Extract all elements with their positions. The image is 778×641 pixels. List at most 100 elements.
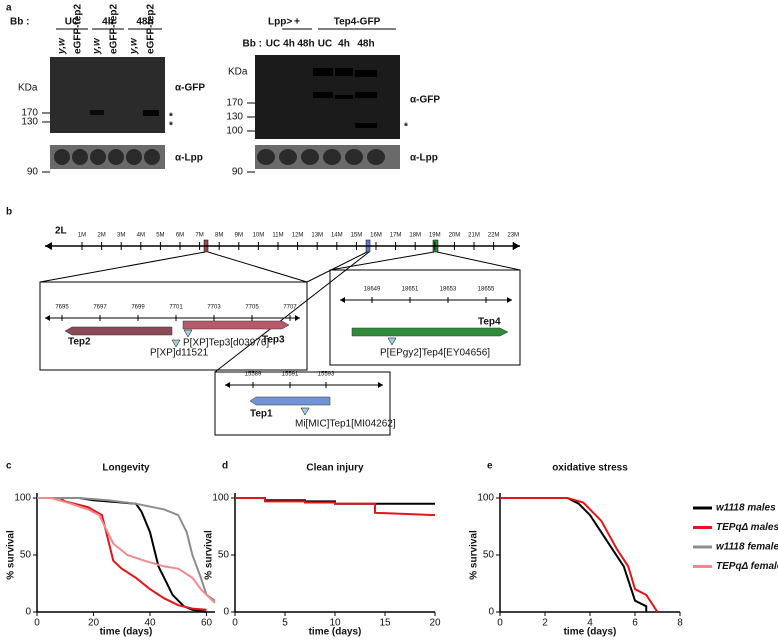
- legend-label: w1118 males: [716, 503, 776, 514]
- map-tick-label: 16M: [370, 233, 382, 239]
- x-tick-label: 5: [282, 618, 288, 629]
- map-tick-label: 13M: [311, 233, 323, 239]
- map-tick-label: 6M: [176, 233, 184, 239]
- star: *: [169, 112, 173, 123]
- mini-tick-label: 18655: [478, 287, 495, 293]
- axes: [499, 493, 680, 613]
- map-tick-label: 23M: [507, 233, 519, 239]
- map-tick-label: 3M: [117, 233, 125, 239]
- panel-label: a: [6, 3, 12, 14]
- x-tick-label: 60: [201, 618, 213, 629]
- y-axis-label: % survival: [469, 530, 480, 580]
- y-tick-label: 100: [212, 493, 229, 504]
- mini-tick-label: 7707: [283, 305, 297, 311]
- kda-label: KDa: [228, 67, 248, 78]
- panel-label: e: [487, 461, 493, 472]
- gene-label: Tep1: [250, 409, 273, 420]
- map-tick-label: 8M: [215, 233, 223, 239]
- lane-label: UC: [266, 39, 280, 50]
- mini-tick-label: 7705: [245, 305, 259, 311]
- x-tick-label: 0: [34, 618, 40, 629]
- map-tick-label: 11M: [272, 233, 283, 239]
- survival-line: [500, 497, 659, 613]
- survival-line: [37, 497, 216, 604]
- y-tick-label: 50: [20, 550, 32, 561]
- lane-label: 48h: [297, 39, 314, 50]
- antibody-label: α-Lpp: [410, 153, 438, 164]
- x-tick-label: 2: [542, 618, 548, 629]
- insertion-label: P[XP]d11521: [150, 348, 209, 359]
- genotype-label: Lpp>: [268, 17, 292, 28]
- insertion-label: P[XP]Tep3[d03976]: [183, 338, 269, 349]
- map-tick-label: 15M: [351, 233, 363, 239]
- bb-label: Bb :: [10, 17, 29, 28]
- map-tick-label: 12M: [292, 233, 304, 239]
- blots: [42, 28, 400, 173]
- mini-tick-label: 18653: [440, 287, 457, 293]
- map-tick-label: 2M: [97, 233, 105, 239]
- blot-gfp-left: [50, 57, 165, 133]
- y-tick-label: 50: [483, 550, 495, 561]
- x-tick-label: 0: [497, 618, 503, 629]
- survival-line: [235, 497, 436, 517]
- x-tick-label: 20: [88, 618, 100, 629]
- map-tick-label: 22M: [488, 233, 500, 239]
- map-tick-label: 18M: [409, 233, 421, 239]
- y-tick-label: 0: [25, 607, 31, 618]
- bands: [313, 68, 377, 128]
- x-tick-label: 20: [429, 618, 441, 629]
- antibody-label: α-GFP: [410, 95, 440, 106]
- group-label: +: [294, 17, 300, 28]
- mini-tick-label: 7701: [169, 305, 183, 311]
- mini-tick-label: 7699: [131, 305, 145, 311]
- map-tick-label: 20M: [449, 233, 461, 239]
- legend-label: TEPqΔ males: [716, 522, 778, 533]
- marker-label: 130: [226, 112, 243, 123]
- x-tick-label: 4: [587, 618, 593, 629]
- y-tick-label: 0: [223, 607, 229, 618]
- lane-label: y,w: [57, 37, 68, 55]
- genes: [64, 320, 509, 416]
- mini-tick-label: 15593: [318, 372, 335, 378]
- map-tick-label: 4M: [137, 233, 145, 239]
- map-tick-label: 1M: [78, 233, 86, 239]
- panel-label: c: [6, 461, 12, 472]
- group-label: 4h: [102, 17, 114, 28]
- lane-label: 4h: [338, 39, 350, 50]
- x-axis-label: time (days): [309, 627, 362, 638]
- lane-label: y,w: [92, 37, 103, 55]
- x-axis-label: time (days): [100, 627, 153, 638]
- kda-label: KDa: [18, 83, 38, 94]
- x-tick-label: 40: [144, 618, 156, 629]
- y-axis-label: % survival: [6, 530, 17, 580]
- marker-label: 170: [226, 98, 243, 109]
- map-tick-label: 17M: [390, 233, 402, 239]
- group-label: UC: [65, 17, 79, 28]
- insertion-label: Mi[MIC]Tep1[MI04262]: [295, 419, 396, 430]
- axes: [234, 493, 435, 613]
- mini-tick-label: 7697: [93, 305, 107, 311]
- x-tick-label: 15: [379, 618, 391, 629]
- lane-label: eGFP-tep2: [109, 4, 120, 54]
- x-tick-label: 0: [232, 618, 238, 629]
- y-tick-label: 100: [14, 493, 31, 504]
- star: *: [404, 122, 408, 133]
- mini-tick-label: 7703: [207, 305, 221, 311]
- mini-tick-label: 18651: [402, 287, 419, 293]
- axes: [36, 493, 215, 613]
- map-frames: [39, 251, 521, 436]
- survival-line: [37, 497, 207, 611]
- lane-label: 48h: [357, 39, 374, 50]
- chart-title: Clean injury: [306, 463, 364, 474]
- panel-label: b: [6, 207, 12, 218]
- marker-label: 170: [21, 108, 38, 119]
- marker-label: 100: [226, 126, 243, 137]
- x-tick-label: 8: [677, 618, 683, 629]
- lane-label: eGFP-tep2: [146, 4, 157, 54]
- insertion-label: P[EPgy2]Tep4[EY04656]: [380, 348, 490, 359]
- lane-label: eGFP-tep2: [73, 4, 84, 54]
- marker-ticks: [42, 102, 255, 173]
- marker-label: 130: [21, 117, 38, 128]
- survival-line: [37, 497, 207, 613]
